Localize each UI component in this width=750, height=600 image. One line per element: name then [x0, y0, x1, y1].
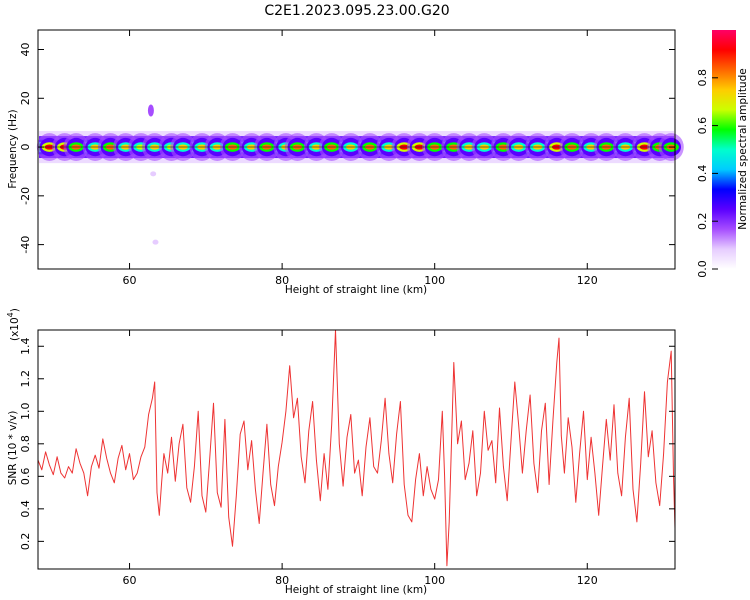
- spectrogram-x-tick-label: 60: [123, 274, 137, 287]
- colorbar-tick-label: 0.8: [696, 69, 709, 87]
- scale-label-close: ): [9, 308, 21, 312]
- outlier-mark: [147, 104, 154, 117]
- snr-y-ticks: 0.2 0.4 0.6 0.8 1.0 1.2 1.4: [19, 338, 675, 551]
- colorbar-label: Normalized spectral amplitude: [737, 68, 749, 229]
- scale-label-base: (x10: [9, 317, 21, 341]
- spectrogram-x-tick-label: 80: [275, 274, 289, 287]
- spectrogram-frame: [37, 29, 676, 270]
- colorbar-ticks: 0.0 0.2 0.4 0.6 0.8: [696, 69, 718, 278]
- colorbar-gradient: [712, 30, 736, 269]
- snr-y-tick-label: 1.4: [19, 338, 32, 356]
- scale-label-exponent: 4: [6, 312, 15, 317]
- snr-y-tick-label: 0.2: [19, 533, 32, 551]
- spectrogram-marks: [36, 104, 684, 245]
- colorbar: 0.0 0.2 0.4 0.6 0.8 Normalized spectral ampl…: [696, 30, 749, 278]
- spectrogram-panel: 60 80 100 120 40 20 0 -20 -40 Height of straigh…: [7, 29, 684, 296]
- snr-x-ticks: 60 80 100 120: [123, 330, 598, 587]
- spectrogram-y-tick-label: 0: [19, 144, 32, 151]
- snr-y-axis-label: SNR (10 * v/v): [7, 411, 19, 486]
- snr-x-tick-label: 120: [577, 574, 598, 587]
- snr-frame: [37, 329, 676, 570]
- spectrogram-y-axis-label: Frequency (Hz): [7, 109, 19, 188]
- spectrogram-x-ticks: 60 80 100 120: [123, 30, 598, 287]
- colorbar-tick-label: 0.6: [696, 117, 709, 135]
- spectrogram-y-tick-label: -20: [19, 187, 32, 205]
- colorbar-tick-label: 0.4: [696, 165, 709, 183]
- snr-panel: 60 80 100 120 0.2 0.4 0.6 0.8 1.0 1.2 1.4 Height …: [6, 308, 676, 596]
- snr-scale-label: (x104): [6, 308, 21, 341]
- outlier-mark: [150, 171, 157, 177]
- snr-y-tick-label: 1.0: [19, 403, 32, 421]
- colorbar-tick-label: 0.0: [696, 260, 709, 278]
- snr-x-axis-label: Height of straight line (km): [285, 584, 427, 596]
- spectrogram-x-tick-label: 120: [577, 274, 598, 287]
- snr-x-tick-label: 100: [424, 574, 445, 587]
- outlier-mark: [152, 239, 159, 245]
- spectrogram-y-tick-label: 40: [19, 43, 32, 57]
- svg-text:(x104): (x104): [6, 308, 21, 341]
- spectrogram-x-tick-label: 100: [424, 274, 445, 287]
- snr-series-line: [37, 329, 676, 567]
- spectrogram-x-axis-label: Height of straight line (km): [285, 284, 427, 296]
- spectrogram-y-tick-label: -40: [19, 236, 32, 254]
- snr-y-tick-label: 1.2: [19, 370, 32, 388]
- spectrogram-y-ticks: 40 20 0 -20 -40: [19, 43, 675, 254]
- colorbar-tick-label: 0.2: [696, 212, 709, 230]
- snr-y-tick-label: 0.8: [19, 435, 32, 453]
- snr-x-tick-label: 60: [123, 574, 137, 587]
- snr-plot-area: [38, 330, 675, 569]
- snr-x-tick-label: 80: [275, 574, 289, 587]
- snr-y-tick-label: 0.6: [19, 468, 32, 486]
- spectrogram-y-tick-label: 20: [19, 91, 32, 105]
- figure-title: C2E1.2023.095.23.00.G20: [264, 3, 449, 19]
- snr-y-tick-label: 0.4: [19, 500, 32, 517]
